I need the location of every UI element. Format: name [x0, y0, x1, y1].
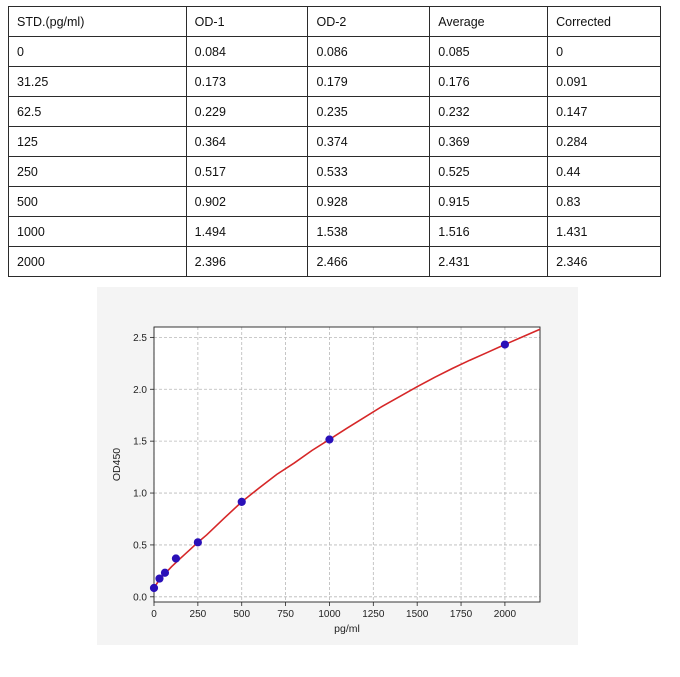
- table-cell: 0.232: [429, 96, 549, 127]
- table-cell: 2.396: [185, 246, 309, 277]
- table-cell: 0.364: [185, 126, 309, 157]
- table-cell: 2.466: [307, 246, 431, 277]
- table-row: 125 0.364 0.374 0.369 0.284: [8, 126, 661, 157]
- table-cell: 0.235: [307, 96, 431, 127]
- table-cell: 2.431: [429, 246, 549, 277]
- table-row: 500 0.902 0.928 0.915 0.83: [8, 186, 661, 217]
- table-header-cell: Corrected: [547, 6, 661, 37]
- plot-frame: [153, 326, 541, 603]
- x-tick-label: 1750: [450, 609, 473, 620]
- x-tick-label: 250: [190, 609, 207, 620]
- data-point: [237, 497, 246, 506]
- table-cell: 500: [8, 186, 187, 217]
- table-cell: 0.085: [429, 36, 549, 67]
- table-row: 2000 2.396 2.466 2.431 2.346: [8, 246, 661, 277]
- table-cell: 0.086: [307, 36, 431, 67]
- table-cell: 0.525: [429, 156, 549, 187]
- table-cell: 31.25: [8, 66, 187, 97]
- table-cell: 125: [8, 126, 187, 157]
- table-header-cell: OD-2: [307, 6, 431, 37]
- table-cell: 0: [547, 36, 661, 67]
- fit-curve-line: [153, 328, 541, 589]
- data-point: [160, 568, 170, 577]
- table-header-cell: Average: [429, 6, 549, 37]
- table-cell: 0.369: [429, 126, 549, 157]
- data-point: [155, 574, 164, 583]
- chart-canvas: 0 250 500 750 1000 1250 1500 1750 2000 0.0 0.5 1.0 1…: [111, 326, 541, 635]
- table-cell: 0.229: [185, 96, 309, 127]
- table-cell: 62.5: [8, 96, 187, 127]
- table-cell: 0.517: [185, 156, 309, 187]
- table-row: 250 0.517 0.533 0.525 0.44: [8, 156, 661, 187]
- x-tick-label: 1500: [406, 609, 429, 620]
- data-point: [325, 435, 334, 444]
- standard-data-table: STD.(pg/ml) OD-1 OD-2 Average Corrected …: [8, 6, 661, 277]
- table-cell: 0.173: [185, 66, 309, 97]
- x-tick-label: 1000: [318, 609, 341, 620]
- x-tick-label: 750: [277, 609, 294, 620]
- table-header-row: STD.(pg/ml) OD-1 OD-2 Average Corrected: [8, 6, 661, 37]
- table-header-cell: STD.(pg/ml): [8, 6, 187, 37]
- table-cell: 0.147: [547, 96, 661, 127]
- data-point: [171, 554, 181, 563]
- table-cell: 0: [8, 36, 187, 67]
- table-cell: 0.284: [547, 126, 661, 157]
- y-tick-label: 0.0: [133, 592, 147, 603]
- table-cell: 0.915: [429, 186, 549, 217]
- data-point: [149, 583, 159, 593]
- table-cell: 0.374: [307, 126, 431, 157]
- y-tick-label: 1.0: [133, 489, 147, 500]
- y-axis-title: OD450: [111, 448, 123, 481]
- table-cell: 2000: [8, 246, 187, 277]
- table-cell: 2.346: [547, 246, 661, 277]
- table-header-cell: OD-1: [185, 6, 309, 37]
- table-row: 1000 1.494 1.538 1.516 1.431: [8, 216, 661, 247]
- table-cell: 0.902: [185, 186, 309, 217]
- table-cell: 250: [8, 156, 187, 187]
- table-cell: 0.83: [547, 186, 661, 217]
- table-cell: 0.44: [547, 156, 661, 187]
- table-cell: 0.176: [429, 66, 549, 97]
- x-axis-title: pg/ml: [334, 623, 360, 635]
- data-point: [193, 538, 202, 547]
- y-tick-label: 0.5: [133, 540, 147, 551]
- table-cell: 0.928: [307, 186, 431, 217]
- y-tick-label: 1.5: [133, 437, 147, 448]
- table-cell: 0.179: [307, 66, 431, 97]
- x-tick-label: 1250: [362, 609, 385, 620]
- data-point: [500, 340, 510, 349]
- table-cell: 1.538: [307, 216, 431, 247]
- table-cell: 1000: [8, 216, 187, 247]
- x-tick-label: 500: [233, 609, 250, 620]
- table-cell: 1.516: [429, 216, 549, 247]
- y-tick-label: 2.0: [133, 385, 147, 396]
- y-tick-label: 2.5: [133, 333, 147, 344]
- x-tick-label: 2000: [494, 609, 517, 620]
- table-cell: 1.494: [185, 216, 309, 247]
- table-cell: 1.431: [547, 216, 661, 247]
- plot-area: [154, 327, 540, 602]
- table-row: 62.5 0.229 0.235 0.232 0.147: [8, 96, 661, 127]
- table-cell: 0.084: [185, 36, 309, 67]
- table-row: 0 0.084 0.086 0.085 0: [8, 36, 661, 67]
- standard-curve-chart: 0 250 500 750 1000 1250 1500 1750 2000 0.0 0.5 1.0 1…: [97, 287, 578, 645]
- table-cell: 0.533: [307, 156, 431, 187]
- table-cell: 0.091: [547, 66, 661, 97]
- x-tick-label: 0: [151, 609, 157, 620]
- table-row: 31.25 0.173 0.179 0.176 0.091: [8, 66, 661, 97]
